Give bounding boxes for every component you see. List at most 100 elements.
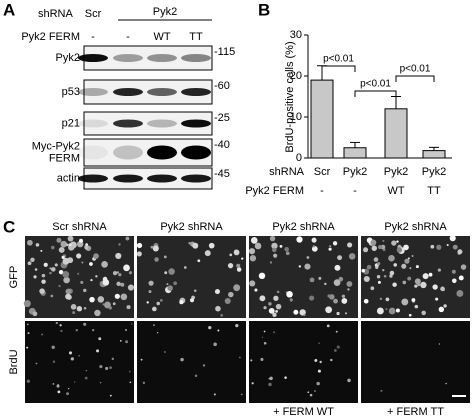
cell (396, 247, 403, 253)
cell (438, 306, 445, 313)
cell (337, 255, 343, 261)
micrograph (25, 236, 134, 318)
band (181, 145, 211, 160)
cell (332, 241, 338, 246)
cell (432, 284, 438, 290)
cell (125, 340, 129, 344)
cell (307, 391, 310, 394)
cell (403, 244, 409, 251)
cell (382, 269, 385, 272)
cell (451, 269, 456, 274)
cell (146, 301, 149, 304)
cell (269, 235, 276, 242)
cell (51, 345, 55, 350)
cell (235, 324, 239, 328)
cell (49, 267, 52, 270)
cell (89, 262, 93, 266)
cell (438, 343, 441, 345)
cell (408, 313, 412, 317)
cell (65, 293, 72, 300)
cell (136, 251, 142, 257)
ferm-state: - (320, 185, 324, 197)
cell (62, 257, 70, 265)
panel-letter: C (3, 217, 15, 236)
cell (316, 381, 320, 386)
cell (347, 288, 350, 291)
cell (309, 393, 313, 397)
column-footer: + FERM WT (273, 406, 334, 418)
cell (318, 342, 320, 344)
cell (284, 246, 290, 252)
cell (60, 329, 63, 333)
cell (341, 294, 346, 298)
blot (83, 111, 213, 136)
cell (85, 369, 88, 372)
cell (346, 281, 353, 287)
cell (120, 282, 125, 287)
cell (67, 235, 74, 242)
cell (268, 307, 275, 314)
cell (263, 341, 267, 345)
cell (385, 308, 388, 311)
ferm-state: - (91, 31, 95, 43)
cell (236, 263, 241, 268)
cell (452, 278, 457, 284)
x-tick-label: Pyk2 (422, 166, 446, 178)
column-header: Pyk2 shRNA (272, 221, 335, 233)
cell (229, 253, 233, 257)
sig-bracket (395, 75, 435, 82)
cell (94, 309, 101, 317)
cell (395, 308, 400, 313)
cell (123, 264, 130, 272)
cell (268, 302, 272, 306)
cell (126, 305, 131, 310)
cell (273, 295, 279, 301)
cell (202, 364, 206, 367)
band (147, 119, 177, 128)
y-axis-label: BrdU-positive cells (%) (284, 41, 296, 152)
bar (384, 108, 408, 159)
sig-bracket (321, 65, 356, 72)
cell (460, 264, 467, 270)
cell (197, 259, 201, 263)
cell (128, 271, 133, 275)
cell (446, 243, 449, 247)
cell (140, 358, 143, 361)
cell (401, 263, 407, 269)
cell (261, 336, 264, 338)
band (181, 119, 211, 128)
cell (382, 239, 385, 243)
cell (217, 329, 220, 332)
y-tick-label: 0 (296, 152, 302, 164)
cell (27, 332, 30, 335)
cell (180, 357, 184, 362)
cell (333, 279, 341, 286)
cell (377, 280, 381, 284)
cell (213, 342, 217, 347)
cell (220, 314, 223, 317)
cell (380, 389, 383, 392)
cell (325, 306, 333, 314)
cell (303, 314, 306, 317)
blot-label: Pyk2 (56, 52, 80, 64)
cell (51, 267, 56, 272)
cell (136, 242, 143, 249)
cell (289, 298, 293, 302)
cell (152, 306, 157, 312)
cell (34, 268, 38, 271)
cell (164, 271, 168, 275)
cell (213, 393, 216, 396)
micrograph (249, 236, 358, 318)
y-tick-label: 30 (290, 29, 302, 41)
cell (241, 393, 243, 396)
cell (273, 331, 276, 334)
mw-marker: -40 (214, 139, 230, 151)
cell (128, 370, 131, 373)
cell (228, 291, 234, 298)
cell (458, 275, 464, 281)
cell (118, 273, 122, 277)
bar-chart: 0 10 20 30 Scr - Pyk2 - Pyk2 WT Pyk2 TT p<0.01 p<0.01… (290, 29, 452, 197)
cell (271, 242, 278, 250)
cell (188, 241, 192, 245)
